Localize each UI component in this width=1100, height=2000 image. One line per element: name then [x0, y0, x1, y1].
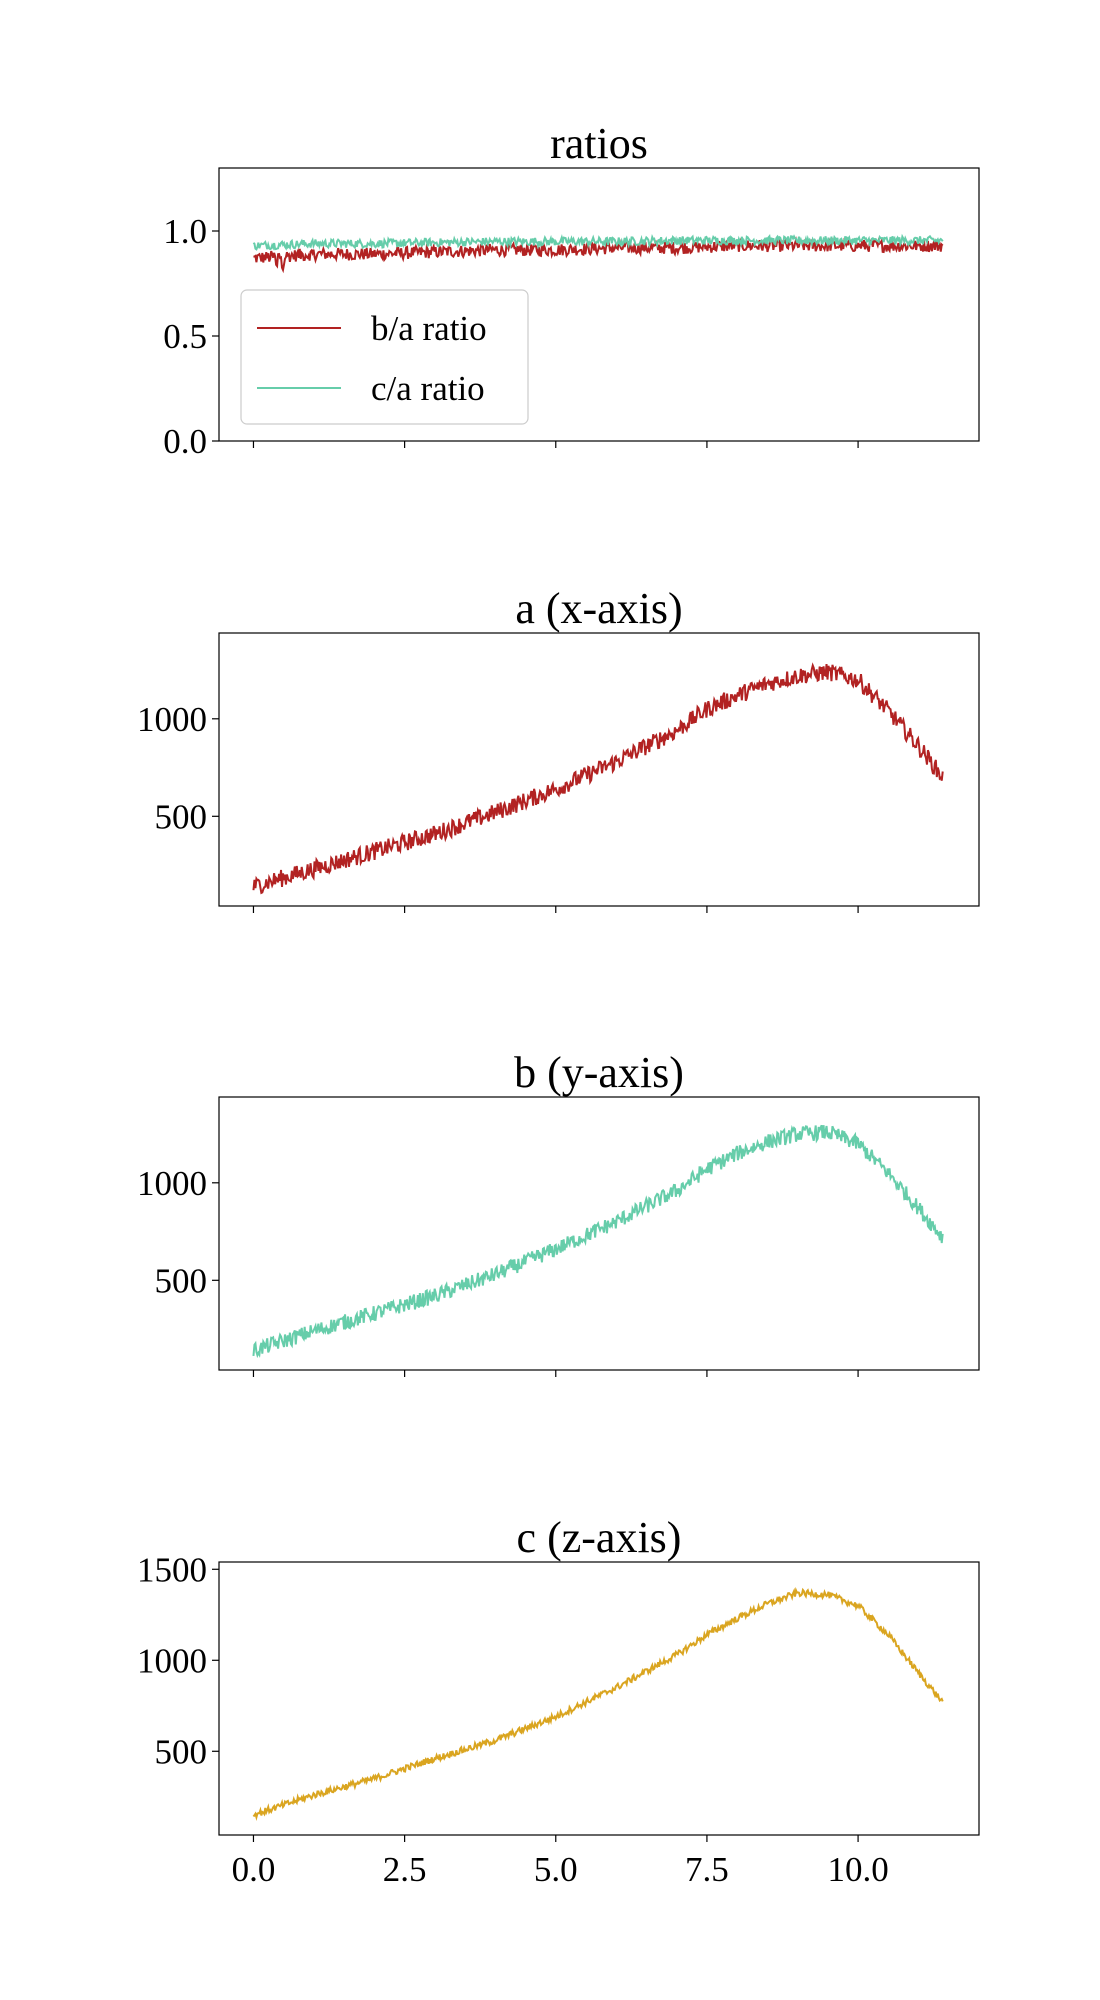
- x-tick-label: 0.0: [232, 1850, 276, 1889]
- y-tick-label: 500: [155, 1732, 208, 1771]
- series-line-baratio: [253, 236, 944, 274]
- x-tick-label: 10.0: [827, 1850, 888, 1889]
- axes-frame: [218, 167, 980, 442]
- legend-label: b/a ratio: [371, 309, 487, 348]
- y-tick-label: 1000: [137, 700, 207, 739]
- x-tick-label: 7.5: [685, 1850, 729, 1889]
- series-line: [252, 662, 944, 895]
- plot-area: [252, 1124, 944, 1359]
- legend-box: [240, 289, 529, 425]
- subplot-2: a (x-axis) 500 1000: [137, 584, 980, 913]
- legend: b/a ratio c/a ratio: [240, 289, 529, 425]
- y-tick-label: 0.5: [163, 317, 207, 356]
- y-tick-label: 1.0: [163, 212, 207, 251]
- subplot-4: c (z-axis) 500 1000 1500 0.0 2.5 5.0 7.5 10.0: [137, 1513, 980, 1889]
- y-tick-label: 1000: [137, 1164, 207, 1203]
- y-tick-label: 1500: [137, 1550, 207, 1589]
- x-tick-label: 5.0: [534, 1850, 578, 1889]
- y-tick-label: 500: [155, 797, 208, 836]
- subplot-1: ratios 0.0 0.5 1.0 b/a ratio c/a ratio: [163, 119, 980, 461]
- legend-label: c/a ratio: [371, 369, 485, 408]
- plot-area: [252, 662, 944, 895]
- series-line: [252, 1124, 944, 1359]
- subplot-title: a (x-axis): [515, 584, 682, 633]
- y-tick-label: 500: [155, 1261, 208, 1300]
- y-tick-label: 0.0: [163, 422, 207, 461]
- plot-area: [252, 233, 944, 274]
- subplot-title: c (z-axis): [517, 1513, 682, 1562]
- x-tick-label: 2.5: [383, 1850, 427, 1889]
- subplot-title: b (y-axis): [514, 1048, 684, 1097]
- plot-area: [252, 1586, 944, 1822]
- axes-frame: [218, 1096, 980, 1371]
- series-line-caratio: [252, 233, 944, 251]
- axes-frame: [218, 1561, 980, 1836]
- axes-frame: [218, 632, 980, 907]
- subplot-3: b (y-axis) 500 1000: [137, 1048, 980, 1377]
- y-tick-label: 1000: [137, 1641, 207, 1680]
- series-line: [252, 1586, 944, 1822]
- subplot-title: ratios: [550, 119, 648, 168]
